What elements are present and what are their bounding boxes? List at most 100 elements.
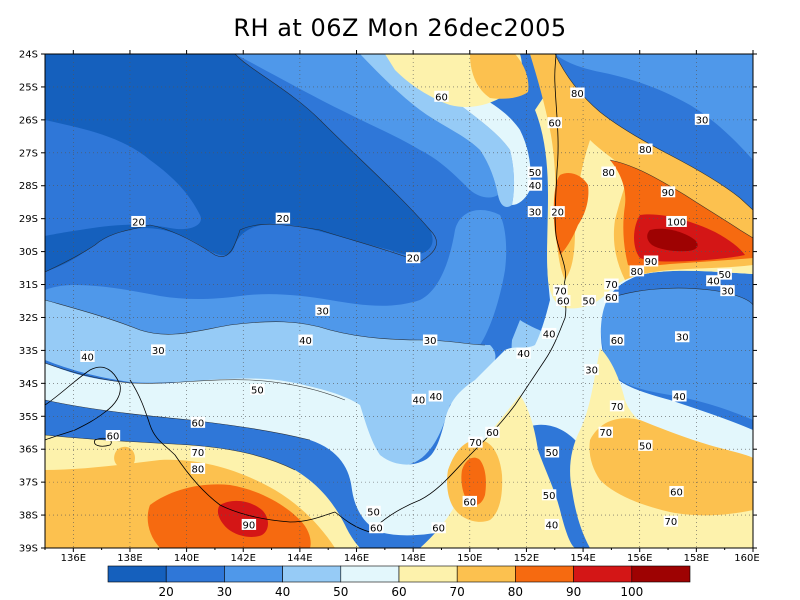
contour-label: 50 [639, 441, 652, 452]
contour-label: 70 [554, 287, 567, 298]
colorbar-label: 60 [391, 585, 406, 599]
lon-label: 136E [61, 553, 86, 564]
coastline-island [93, 437, 112, 447]
fill-band-70-80-nub [114, 446, 135, 469]
contour-label-bg [131, 215, 146, 227]
contour-label-bg [547, 117, 562, 129]
contour-label-bg [190, 416, 206, 428]
fill-band-30-40-east [600, 288, 753, 420]
lon-label: 148E [400, 553, 425, 564]
contour-label: 60 [370, 524, 383, 535]
contour-label-bg [190, 446, 206, 458]
lat-label: 37S [19, 478, 38, 489]
contour-label-bg [541, 327, 557, 339]
contour-label: 40 [673, 392, 686, 403]
lon-label: 160E [734, 553, 759, 564]
contour-label: 70 [611, 402, 624, 413]
contour-line-40 [45, 362, 346, 401]
contour-label: 20 [407, 254, 420, 265]
contour-lines [45, 54, 753, 471]
colorbar-label: 80 [508, 585, 523, 599]
contour-label-bg [468, 436, 483, 448]
colorbar-label: 30 [217, 585, 232, 599]
colorbar-swatch [456, 565, 516, 583]
contour-label-bg [629, 265, 645, 277]
lon-label: 150E [457, 553, 482, 564]
contour-label: 70 [469, 438, 482, 449]
contour-label-bg [411, 393, 427, 405]
contour-label: 60 [192, 418, 205, 429]
contour-label-bg [643, 255, 659, 267]
contour-label: 30 [585, 366, 598, 377]
contour-label-bg [638, 143, 653, 155]
contour-label: 60 [463, 497, 476, 508]
contour-label-bg [604, 291, 619, 303]
coastline-east [334, 54, 567, 533]
contour-label-bg [570, 87, 585, 99]
contour-line-80-east [609, 159, 753, 239]
contour-label-bg [717, 268, 732, 280]
contour-label-bg [544, 518, 560, 530]
lat-label: 24S [19, 50, 38, 61]
lon-label: 146E [344, 553, 369, 564]
contour-label: 40 [299, 336, 312, 347]
contour-label: 50 [718, 270, 731, 281]
contour-label-bg [609, 334, 625, 346]
contour-label: 20 [277, 214, 290, 225]
contour-line-60 [45, 434, 296, 471]
colorbar-swatch [631, 565, 691, 583]
contour-label-bg [666, 215, 687, 227]
lat-label: 36S [19, 445, 38, 456]
contour-label-bg [527, 166, 543, 178]
contour-label-bg [298, 334, 313, 346]
colorbar-label: 70 [450, 585, 465, 599]
contour-line-30 [45, 299, 486, 346]
contour-label-bg [706, 275, 721, 287]
contour-label-bg [369, 522, 384, 534]
contour-label-bg [584, 364, 599, 376]
contour-label-bg [604, 278, 619, 290]
lat-label: 35S [19, 412, 38, 423]
coastline-gulf [129, 379, 336, 523]
contour-label: 50 [367, 507, 380, 518]
contour-label-bg [422, 334, 438, 346]
contour-label-bg [663, 515, 679, 527]
contour-label: 40 [529, 181, 542, 192]
contour-label: 60 [605, 293, 618, 304]
contour-label-bg [556, 295, 571, 306]
contour-label-bg [544, 446, 560, 458]
lat-label: 30S [19, 247, 38, 258]
contour-label-bg [366, 505, 381, 517]
lat-label: 39S [19, 544, 38, 555]
contour-label-bg [434, 90, 449, 102]
colorbar-swatch [515, 565, 574, 583]
contour-fills [45, 54, 753, 548]
lat-label: 27S [19, 148, 38, 159]
map-frame [44, 53, 754, 549]
contour-label-bg [550, 206, 565, 218]
contour-label-bg [462, 495, 477, 507]
contour-label: 90 [662, 188, 675, 199]
lon-label: 158E [684, 553, 709, 564]
lon-label: 152E [514, 553, 539, 564]
fill-band-70-80-n [470, 54, 529, 99]
lat-label: 25S [19, 82, 38, 93]
contour-label: 80 [571, 89, 584, 100]
contour-label-bg [694, 113, 710, 125]
contour-label-bg [516, 347, 531, 359]
colorbar-swatch [340, 565, 400, 583]
contour-label-bg [598, 426, 613, 438]
contour-label: 30 [721, 287, 734, 298]
contour-label-bg [581, 295, 596, 306]
contour-label-bg [660, 186, 676, 198]
contour-label-bg [609, 400, 625, 412]
fill-band-80-90-s [461, 457, 486, 506]
colorbar-label: 90 [566, 585, 581, 599]
contour-label: 70 [665, 517, 678, 528]
contour-line-50 [45, 399, 311, 441]
colorbar-label: 20 [159, 585, 174, 599]
map-title: RH at 06Z Mon 26dec2005 [233, 14, 567, 42]
contour-label: 20 [132, 217, 145, 228]
contour-label: 50 [546, 448, 559, 459]
lat-label: 33S [19, 346, 38, 357]
